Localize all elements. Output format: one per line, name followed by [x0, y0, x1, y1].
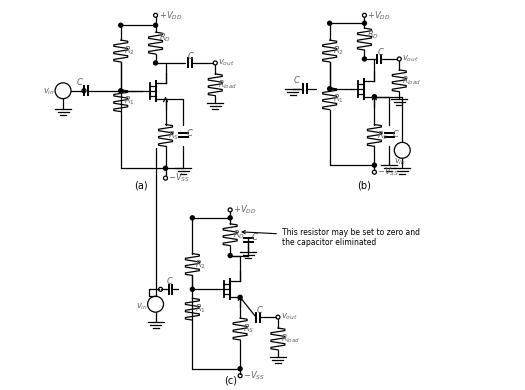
Text: $R_2$: $R_2$: [124, 45, 135, 57]
Text: $+V_{DD}$: $+V_{DD}$: [159, 9, 182, 21]
Text: $v_{out}$: $v_{out}$: [281, 312, 298, 323]
Text: $-V_{SS}$: $-V_{SS}$: [169, 172, 191, 184]
Text: (c): (c): [224, 376, 237, 386]
Circle shape: [119, 89, 123, 93]
Circle shape: [228, 254, 232, 257]
Text: $v_{in}$: $v_{in}$: [135, 302, 148, 312]
Text: (a): (a): [134, 180, 148, 190]
Circle shape: [372, 163, 376, 167]
Circle shape: [119, 23, 123, 27]
Text: $C$: $C$: [76, 76, 84, 87]
Text: $v_{in}$: $v_{in}$: [394, 157, 406, 167]
Text: $R_1$: $R_1$: [124, 94, 135, 107]
Circle shape: [238, 295, 242, 299]
Circle shape: [163, 166, 167, 170]
Text: $C$: $C$: [392, 128, 400, 139]
Text: $R_S$: $R_S$: [243, 323, 255, 335]
Circle shape: [154, 23, 158, 27]
Text: $R_S$: $R_S$: [377, 129, 388, 142]
Text: $R_1$: $R_1$: [333, 92, 343, 105]
Text: $+V_{DD}$: $+V_{DD}$: [233, 204, 257, 216]
Circle shape: [362, 57, 366, 61]
Text: $R_{load}$: $R_{load}$: [281, 333, 300, 345]
Text: $C$: $C$: [293, 74, 301, 85]
Text: $+V_{DD}$: $+V_{DD}$: [368, 9, 391, 21]
Text: $R_{load}$: $R_{load}$: [218, 78, 237, 91]
Text: $C$: $C$: [377, 46, 385, 57]
Circle shape: [328, 87, 332, 91]
Text: $R_S$: $R_S$: [169, 129, 180, 142]
Circle shape: [154, 61, 158, 65]
Circle shape: [238, 367, 242, 371]
Text: $v_{out}$: $v_{out}$: [218, 58, 235, 68]
Circle shape: [191, 216, 194, 220]
Text: $R_D$: $R_D$: [368, 29, 380, 41]
Text: $-V_{SS}$: $-V_{SS}$: [377, 166, 400, 178]
Text: $R_D$: $R_D$: [233, 229, 245, 241]
Text: $C$: $C$: [187, 50, 195, 60]
Text: $v_{in}$: $v_{in}$: [43, 87, 55, 97]
Text: $R_D$: $R_D$: [159, 32, 171, 44]
Text: $C$: $C$: [186, 127, 194, 138]
Circle shape: [328, 21, 332, 25]
Text: (b): (b): [358, 180, 371, 190]
Text: $v_{out}$: $v_{out}$: [402, 54, 419, 64]
Text: This resistor may be set to zero and
the capacitor eliminated: This resistor may be set to zero and the…: [242, 228, 420, 247]
Text: $C$: $C$: [251, 231, 259, 242]
Text: $-V_{SS}$: $-V_{SS}$: [243, 369, 265, 382]
Text: $R_{load}$: $R_{load}$: [402, 74, 421, 87]
Circle shape: [372, 95, 376, 99]
Text: $R_2$: $R_2$: [333, 45, 343, 57]
Text: $R_2$: $R_2$: [195, 258, 206, 271]
Circle shape: [228, 216, 232, 220]
Text: $R_1$: $R_1$: [195, 303, 206, 316]
Text: $C$: $C$: [165, 275, 173, 286]
Circle shape: [362, 21, 366, 25]
Circle shape: [191, 287, 194, 291]
Text: $C$: $C$: [256, 304, 264, 315]
